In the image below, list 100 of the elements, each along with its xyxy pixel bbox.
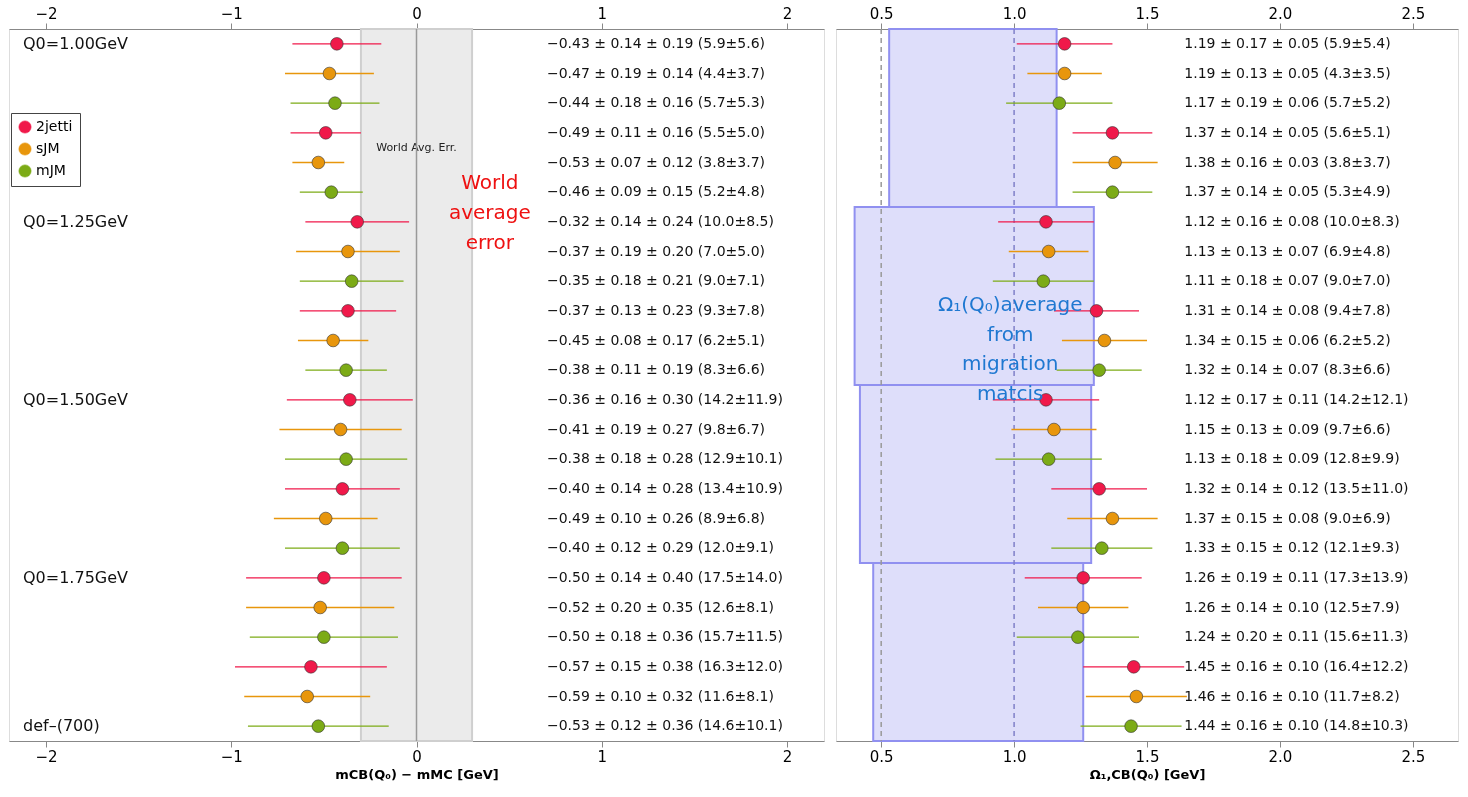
annotation: World average error	[448, 170, 531, 254]
point	[304, 660, 318, 674]
annotation: −0.49 ± 0.10 ± 0.26 (8.9±6.8)	[546, 509, 766, 526]
point	[328, 96, 342, 110]
annotation: 1.26 ± 0.14 ± 0.10 (12.5±7.9)	[1184, 598, 1400, 615]
annotation: −0.50 ± 0.14 ± 0.40 (17.5±14.0)	[546, 568, 783, 585]
annotation: −0.49 ± 0.11 ± 0.16 (5.5±5.0)	[546, 123, 766, 140]
point	[350, 215, 364, 229]
annotation: 1.24 ± 0.20 ± 0.11 (15.6±11.3)	[1184, 628, 1409, 645]
annotation: −0.36 ± 0.16 ± 0.30 (14.2±11.9)	[546, 390, 783, 407]
point	[1042, 244, 1056, 259]
point	[326, 333, 340, 348]
point	[341, 244, 355, 259]
point	[1105, 185, 1120, 199]
annotation: 1.33 ± 0.15 ± 0.12 (12.1±9.3)	[1184, 539, 1400, 556]
annotation: 1.19 ± 0.13 ± 0.05 (4.3±3.5)	[1184, 64, 1391, 81]
point	[1071, 630, 1085, 644]
x2-tick-label: 1.0	[1002, 4, 1027, 23]
annotation: −0.40 ± 0.14 ± 0.28 (13.4±10.9)	[546, 479, 783, 496]
x-tick-label: 0.5	[869, 747, 894, 766]
point	[1127, 660, 1141, 674]
point	[1076, 600, 1090, 615]
point	[1095, 541, 1109, 555]
point	[335, 482, 350, 496]
annotation: −0.52 ± 0.20 ± 0.35 (12.6±8.1)	[546, 598, 774, 615]
x2-tick-label: 0	[412, 4, 422, 23]
annotation: −0.38 ± 0.18 ± 0.28 (12.9±10.1)	[546, 450, 783, 467]
point	[343, 393, 357, 407]
x-tick-label: 1.0	[1002, 747, 1027, 766]
annotation: Q0=1.00GeV	[23, 33, 129, 53]
x-tick-label: 1	[597, 747, 607, 766]
point	[1076, 571, 1090, 585]
point	[1124, 719, 1138, 733]
annotation: 1.45 ± 0.16 ± 0.10 (16.4±12.2)	[1184, 657, 1409, 674]
point	[335, 541, 350, 555]
annotation: 1.44 ± 0.16 ± 0.10 (14.8±10.3)	[1184, 717, 1409, 734]
annotation: 1.13 ± 0.18 ± 0.09 (12.8±9.9)	[1184, 450, 1400, 467]
point	[1089, 304, 1104, 318]
point	[322, 66, 337, 81]
annotation: 1.26 ± 0.19 ± 0.11 (17.3±13.9)	[1184, 568, 1409, 585]
annotation: 1.32 ± 0.14 ± 0.07 (8.3±6.6)	[1184, 361, 1391, 378]
point	[333, 422, 348, 437]
annotation: 1.19 ± 0.17 ± 0.05 (5.9±5.4)	[1184, 34, 1391, 51]
annotation: 1.17 ± 0.19 ± 0.06 (5.7±5.2)	[1184, 94, 1391, 111]
point	[1097, 333, 1112, 348]
annotation: −0.38 ± 0.11 ± 0.19 (8.3±6.6)	[546, 361, 766, 378]
annotation: Q0=1.25GeV	[23, 211, 129, 231]
legend-label: 2jetti	[36, 118, 73, 134]
annotation: 1.46 ± 0.16 ± 0.10 (11.7±8.2)	[1184, 687, 1400, 704]
point	[317, 630, 331, 644]
x2-tick-label: 1.5	[1135, 4, 1160, 23]
point	[1092, 363, 1106, 377]
annotation: 1.12 ± 0.16 ± 0.08 (10.0±8.3)	[1184, 212, 1400, 229]
annotation: −0.35 ± 0.18 ± 0.21 (9.0±7.1)	[546, 272, 766, 289]
annotation: 1.34 ± 0.15 ± 0.06 (6.2±5.2)	[1184, 331, 1391, 348]
annotation: −0.46 ± 0.09 ± 0.15 (5.2±4.8)	[546, 183, 766, 200]
annotation: 1.37 ± 0.14 ± 0.05 (5.3±4.9)	[1184, 183, 1391, 200]
annotation: 1.37 ± 0.15 ± 0.08 (9.0±6.9)	[1184, 509, 1391, 526]
annotation: −0.40 ± 0.12 ± 0.29 (12.0±9.1)	[546, 539, 774, 556]
x2-tick-label: −1	[220, 4, 243, 23]
annotation: −0.37 ± 0.13 ± 0.23 (9.3±7.8)	[546, 301, 766, 318]
annotation: 1.13 ± 0.13 ± 0.07 (6.9±4.8)	[1184, 242, 1391, 259]
x-tick-label: 2.0	[1268, 747, 1293, 766]
point	[311, 719, 325, 733]
annotation: 1.37 ± 0.14 ± 0.05 (5.6±5.1)	[1184, 123, 1391, 140]
annotation: Q0=1.50GeV	[23, 389, 129, 409]
annotation: 1.32 ± 0.14 ± 0.12 (13.5±11.0)	[1184, 479, 1409, 496]
point	[313, 600, 327, 615]
x2-tick-label: 0.5	[869, 4, 894, 23]
annotation: −0.59 ± 0.10 ± 0.32 (11.6±8.1)	[546, 687, 774, 704]
annotation: def–(700)	[23, 716, 100, 736]
x-tick-label: 1.5	[1135, 747, 1160, 766]
point	[319, 511, 333, 526]
annotation: −0.41 ± 0.19 ± 0.27 (9.8±6.7)	[546, 420, 766, 437]
point	[339, 363, 353, 377]
point	[1039, 215, 1053, 229]
annotation: −0.53 ± 0.07 ± 0.12 (3.8±3.7)	[546, 153, 766, 170]
point	[341, 304, 355, 318]
point	[319, 126, 333, 140]
point	[1108, 155, 1122, 170]
x2-tick-label: −2	[35, 4, 58, 23]
point	[1092, 482, 1106, 496]
annotation: 1.31 ± 0.14 ± 0.08 (9.4±7.8)	[1184, 301, 1391, 318]
point	[1105, 126, 1120, 140]
annotation: Q0=1.75GeV	[23, 567, 129, 587]
point	[324, 185, 338, 199]
point	[1057, 37, 1072, 51]
legend-label: sJM	[36, 140, 60, 156]
annotation: −0.53 ± 0.12 ± 0.36 (14.6±10.1)	[546, 717, 783, 734]
x-tick-label: 2.5	[1401, 747, 1426, 766]
point	[1129, 689, 1143, 704]
point	[300, 689, 314, 704]
point	[1105, 511, 1120, 526]
x2-tick-label: 2	[782, 4, 793, 23]
annotation: −0.37 ± 0.19 ± 0.20 (7.0±5.0)	[546, 242, 766, 259]
annotation: Ω₁(Q₀)average from migration matcis	[937, 291, 1083, 405]
x2-tick-label: 1	[597, 4, 607, 23]
annotation: 1.12 ± 0.17 ± 0.11 (14.2±12.1)	[1184, 390, 1409, 407]
point	[311, 155, 325, 170]
point	[345, 274, 359, 288]
